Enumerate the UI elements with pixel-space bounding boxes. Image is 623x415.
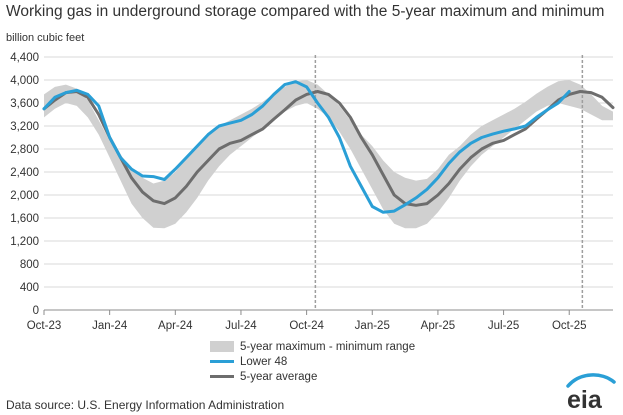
average-line [42, 90, 615, 207]
x-tick-label: Jan-25 [355, 320, 390, 332]
x-tick-label: Oct-24 [289, 320, 324, 332]
legend-item-lower48: Lower 48 [210, 354, 415, 369]
range-band [44, 80, 613, 229]
axis-layer [43, 309, 613, 315]
data-source-note: Data source: U.S. Energy Information Adm… [6, 398, 285, 412]
y-tick-label: 1,200 [10, 236, 39, 248]
x-tick-label: Apr-24 [158, 320, 193, 332]
y-tick-label: 4,400 [10, 52, 39, 64]
y-tick-label: 1,600 [10, 213, 39, 225]
legend-label-lower48: Lower 48 [240, 355, 288, 368]
eia-logo-icon: eia [566, 373, 616, 412]
legend-item-range: 5-year maximum - minimum range [210, 339, 415, 354]
y-tick-label: 3,600 [10, 98, 39, 110]
y-tick-label: 4,000 [10, 75, 39, 87]
x-tick-label: Apr-25 [421, 320, 456, 332]
legend-swatch-range [210, 341, 234, 352]
legend-label-average: 5-year average [240, 370, 318, 383]
y-tick-label: 800 [20, 259, 39, 271]
storage-line-chart: 0 400 800 1,200 1,600 2,000 2,400 2,800 3,200 3,6… [10, 52, 615, 332]
y-tick-label: 2,000 [10, 190, 39, 202]
legend-label-range: 5-year maximum - minimum range [240, 340, 416, 353]
lower48-line [42, 80, 571, 214]
x-tick-label: Jul-25 [488, 320, 519, 332]
eia-logo-text: eia [567, 386, 603, 412]
x-tick-label: Oct-23 [27, 320, 62, 332]
y-tick-label: 3,200 [10, 121, 39, 133]
range-band-layer [44, 80, 613, 229]
x-tick-label: Oct-25 [552, 320, 587, 332]
y-tick-labels: 0 400 800 1,200 1,600 2,000 2,400 2,800 3,200 3,6… [10, 52, 39, 317]
y-tick-label: 400 [20, 282, 39, 294]
y-tick-label: 2,400 [10, 167, 39, 179]
y-axis-unit-label: billion cubic feet [6, 32, 85, 44]
x-tick-labels: Oct-23 Jan-24 Apr-24 Jul-24 Oct-24 Jan-25 Apr-… [27, 320, 587, 332]
x-tick-label: Jul-24 [225, 320, 257, 332]
legend-item-average: 5-year average [210, 369, 415, 384]
x-tick-label: Jan-24 [92, 320, 128, 332]
chart-title: Working gas in underground storage compa… [6, 3, 605, 20]
eia-logo-swoosh [566, 373, 616, 388]
chart-legend: 5-year maximum - minimum range Lower 48 … [210, 339, 415, 384]
y-tick-label: 0 [33, 305, 39, 317]
series-line-layer [42, 80, 615, 214]
legend-swatch-average [210, 375, 234, 378]
y-tick-label: 2,800 [10, 144, 39, 156]
legend-swatch-lower48 [210, 360, 234, 363]
